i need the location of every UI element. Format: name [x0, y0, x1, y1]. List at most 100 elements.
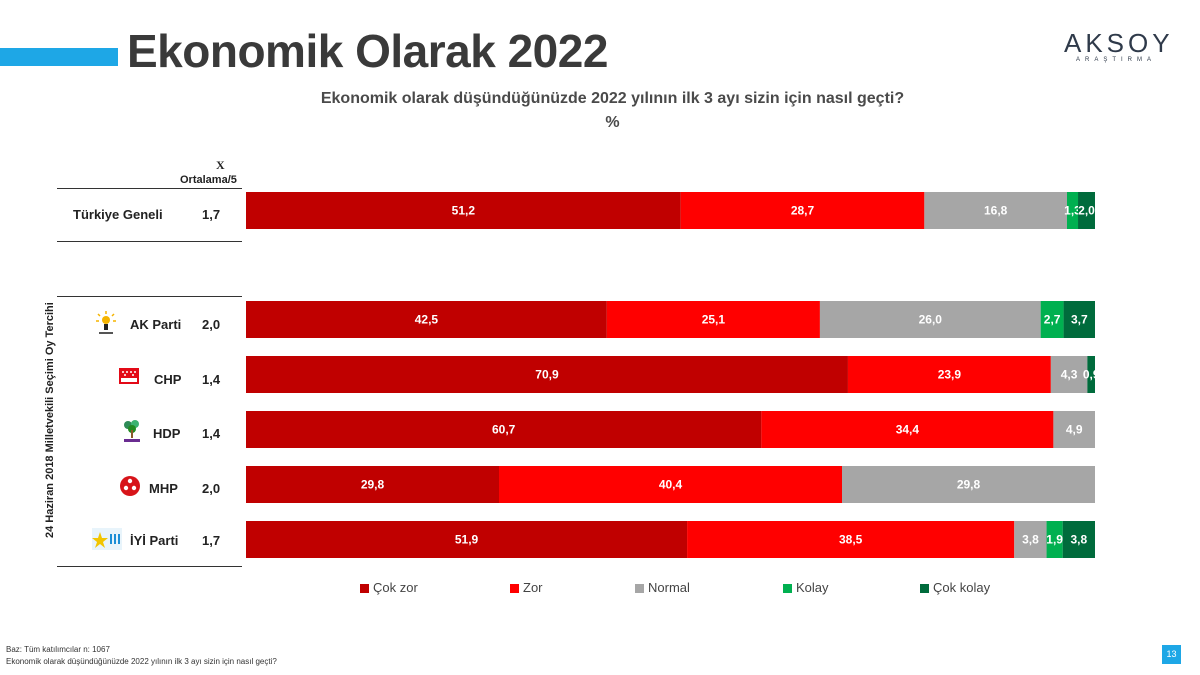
legend-item: Kolay [783, 580, 829, 595]
bar-data-label: 25,1 [702, 313, 726, 327]
unit-label: % [605, 114, 620, 131]
bar-segment [1078, 192, 1095, 229]
mhp-logo-icon [117, 473, 143, 499]
chart-legend: Çok zor Zor Normal Kolay Çok kolay [360, 580, 1060, 600]
row-avg-hdp: 1,4 [202, 426, 221, 441]
bar-data-label: 28,7 [791, 204, 815, 218]
bar-segment [1050, 356, 1088, 393]
bar-segment [499, 466, 842, 503]
bar-segment [819, 301, 1041, 338]
legend-label: Çok kolay [933, 580, 991, 595]
bar-data-label: 3,8 [1022, 533, 1039, 547]
chp-logo-icon [117, 364, 143, 390]
bar-segment [1087, 356, 1095, 393]
legend-swatch [920, 584, 929, 594]
bar-data-label: 70,9 [535, 368, 559, 382]
bar-data-label: 60,7 [492, 423, 516, 437]
avg-header-label: Ortalama/5 [180, 174, 237, 186]
row-avg-akparti: 2,0 [202, 317, 221, 332]
hdp-logo-icon [119, 418, 145, 444]
bar-segment [1066, 192, 1079, 229]
bar-segment [687, 521, 1015, 558]
title-accent-bar [0, 48, 118, 66]
logo-sub-text: ARAŞTIRMA [1076, 57, 1157, 63]
row-label-akparti: AK Parti [130, 317, 182, 332]
row-avg-chp: 1,4 [202, 372, 221, 387]
bar-segment [246, 521, 688, 558]
divider [57, 241, 242, 242]
bar-segment [1040, 301, 1064, 338]
bar-segment [847, 356, 1051, 393]
bar-segment [1046, 521, 1063, 558]
row-label-hdp: HDP [153, 426, 181, 441]
bar-segment [680, 192, 925, 229]
legend-swatch [783, 584, 792, 594]
bar-data-label: 3,8 [1071, 533, 1088, 547]
iyi-logo-icon [92, 528, 122, 550]
bar-segment [841, 466, 1095, 503]
bar-data-label: 1,3 [1064, 204, 1081, 218]
legend-label: Çok zor [373, 580, 418, 595]
bar-segment [1063, 301, 1095, 338]
bar-data-label: 42,5 [415, 313, 439, 327]
footer-question: Ekonomik olarak düşündüğünüzde 2022 yılı… [6, 657, 277, 666]
page-number: 13 [1162, 645, 1181, 664]
bar-data-label: 38,5 [839, 533, 863, 547]
bar-segment [246, 356, 848, 393]
bar-data-label: 0,9 [1083, 368, 1100, 382]
bar-data-label: 2,0 [1078, 204, 1095, 218]
bar-segment [246, 411, 762, 448]
legend-swatch [360, 584, 369, 594]
bar-data-label: 4,9 [1066, 423, 1083, 437]
bar-segment [246, 466, 500, 503]
bar-data-label: 29,8 [957, 478, 981, 492]
bar-segment [606, 301, 820, 338]
row-label-mhp: MHP [149, 481, 178, 496]
bar-data-label: 1,9 [1046, 533, 1063, 547]
bar-data-label: 16,8 [984, 204, 1008, 218]
logo-main-text: AKSOY [1064, 28, 1174, 58]
legend-item: Zor [510, 580, 543, 595]
bar-data-label: 40,4 [659, 478, 683, 492]
row-label-turkiye: Türkiye Geneli [73, 207, 163, 222]
bar-data-label: 23,9 [938, 368, 962, 382]
bar-data-label: 2,7 [1044, 313, 1061, 327]
bar-segment [246, 301, 607, 338]
bar-data-label: 26,0 [919, 313, 943, 327]
divider [57, 296, 242, 297]
bar-segment [761, 411, 1054, 448]
bar-segment [246, 192, 681, 229]
divider [57, 188, 242, 189]
legend-label: Zor [523, 580, 543, 595]
avg-header-symbol: X [216, 158, 225, 172]
bar-data-label: 34,4 [896, 423, 920, 437]
bar-segment [1062, 521, 1095, 558]
page-title: Ekonomik Olarak 2022 [127, 25, 608, 77]
divider [57, 566, 242, 567]
legend-label: Normal [648, 580, 690, 595]
bar-data-label: 51,2 [452, 204, 476, 218]
bar-data-label: 4,3 [1061, 368, 1078, 382]
legend-swatch [510, 584, 519, 594]
bar-segment [924, 192, 1067, 229]
bar-segment [1014, 521, 1047, 558]
akparti-logo-icon [93, 310, 119, 336]
legend-swatch [635, 584, 644, 594]
bar-data-label: 29,8 [361, 478, 385, 492]
bar-data-label: 3,7 [1071, 313, 1088, 327]
row-label-iyi: İYİ Parti [130, 533, 179, 548]
bar-data-label: 51,9 [455, 533, 479, 547]
aksoy-logo: AKSOY ARAŞTIRMA [1064, 28, 1184, 68]
row-avg-mhp: 2,0 [202, 481, 221, 496]
legend-label: Kolay [796, 580, 829, 595]
bar-segment [1053, 411, 1095, 448]
legend-item: Çok zor [360, 580, 418, 595]
legend-item: Çok kolay [920, 580, 990, 595]
footer-base: Baz: Tüm katılımcılar n: 1067 [6, 645, 110, 654]
row-label-chp: CHP [154, 372, 182, 387]
row-avg-turkiye: 1,7 [202, 207, 221, 222]
legend-item: Normal [635, 580, 690, 595]
row-avg-iyi: 1,7 [202, 533, 221, 548]
chart-question: Ekonomik olarak düşündüğünüzde 2022 yılı… [320, 90, 905, 107]
